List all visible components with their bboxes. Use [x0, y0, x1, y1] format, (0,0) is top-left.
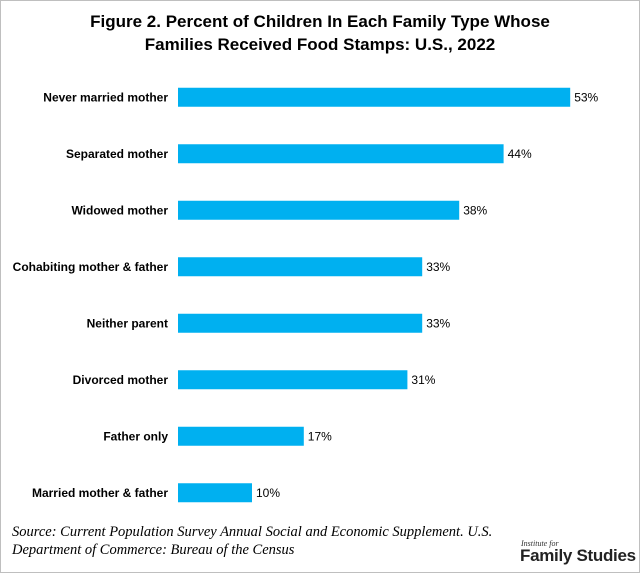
bar [178, 144, 504, 164]
bar [178, 200, 460, 220]
value-label: 31% [411, 373, 435, 387]
value-label: 33% [426, 260, 450, 274]
logo-text: Family Studies [520, 546, 636, 565]
chart-title: Figure 2. Percent of Children In Each Fa… [90, 12, 550, 54]
category-label: Neither parent [87, 316, 168, 330]
value-label: 33% [426, 316, 450, 330]
bar [178, 426, 304, 446]
category-label: Married mother & father [32, 486, 168, 500]
source-note: Source: Current Population Survey Annual… [12, 524, 493, 558]
bar [178, 257, 423, 277]
bar [178, 370, 408, 390]
value-label: 44% [508, 147, 532, 161]
bar [178, 483, 252, 503]
category-label: Father only [103, 429, 168, 443]
category-label: Never married mother [43, 90, 168, 104]
category-label: Divorced mother [73, 373, 169, 387]
value-label: 53% [574, 90, 598, 104]
category-label: Separated mother [66, 147, 168, 161]
bar [178, 87, 571, 107]
value-label: 38% [463, 203, 487, 217]
logo-small-text: Institute for [521, 539, 559, 548]
category-label: Cohabiting mother & father [13, 260, 169, 274]
value-label: 10% [256, 486, 280, 500]
bar [178, 313, 423, 333]
category-label: Widowed mother [71, 203, 168, 217]
value-label: 17% [308, 429, 332, 443]
